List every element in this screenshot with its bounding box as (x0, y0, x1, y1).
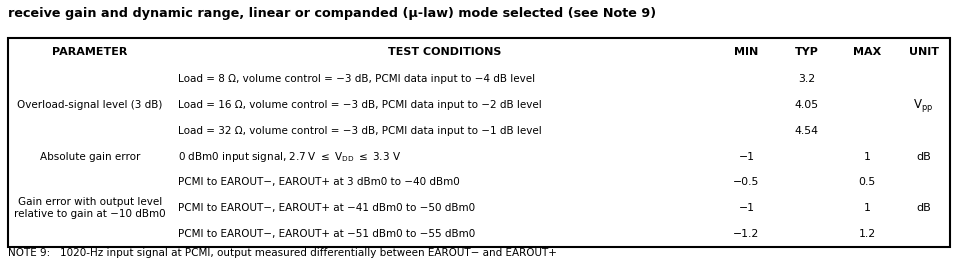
Bar (837, 38, 897, 67)
Bar (172, 144, 716, 169)
Bar (837, 144, 897, 169)
Bar (8, 169, 172, 247)
Bar (716, 118, 776, 144)
Text: 0.5: 0.5 (858, 177, 876, 187)
Text: PCMI to EAROUT−, EAROUT+ at −41 dBm0 to −50 dBm0: PCMI to EAROUT−, EAROUT+ at −41 dBm0 to … (178, 203, 476, 213)
Text: Overload-signal level (3 dB): Overload-signal level (3 dB) (18, 100, 162, 110)
Bar (776, 169, 837, 195)
Bar (837, 169, 897, 195)
Text: dB: dB (917, 152, 931, 162)
Text: UNIT: UNIT (909, 47, 939, 57)
Bar (8, 67, 172, 144)
Bar (716, 221, 776, 247)
Text: 0 dBm0 input signal, 2.7 V $\leq$ V$_{\mathregular{DD}}$ $\leq$ 3.3 V: 0 dBm0 input signal, 2.7 V $\leq$ V$_{\m… (178, 150, 402, 164)
Bar (172, 221, 716, 247)
Bar (172, 67, 716, 92)
Bar (837, 67, 897, 92)
Text: 3.2: 3.2 (798, 74, 815, 84)
Bar (716, 38, 776, 67)
Text: Absolute gain error: Absolute gain error (40, 152, 140, 162)
Text: PCMI to EAROUT−, EAROUT+ at 3 dBm0 to −40 dBm0: PCMI to EAROUT−, EAROUT+ at 3 dBm0 to −4… (178, 177, 460, 187)
Text: NOTE 9:   1020-Hz input signal at PCMI, output measured differentially between E: NOTE 9: 1020-Hz input signal at PCMI, ou… (8, 248, 557, 258)
Bar (837, 92, 897, 118)
Bar (776, 195, 837, 221)
Bar (776, 38, 837, 67)
Text: Load = 32 Ω, volume control = −3 dB, PCMI data input to −1 dB level: Load = 32 Ω, volume control = −3 dB, PCM… (178, 126, 542, 136)
Text: MIN: MIN (735, 47, 759, 57)
Text: MAX: MAX (853, 47, 882, 57)
Bar (837, 195, 897, 221)
Bar (716, 169, 776, 195)
Text: TYP: TYP (795, 47, 818, 57)
Text: TEST CONDITIONS: TEST CONDITIONS (387, 47, 501, 57)
Bar (172, 92, 716, 118)
Text: 1: 1 (864, 152, 871, 162)
Text: Load = 16 Ω, volume control = −3 dB, PCMI data input to −2 dB level: Load = 16 Ω, volume control = −3 dB, PCM… (178, 100, 542, 110)
Bar (716, 195, 776, 221)
Text: 1.2: 1.2 (858, 229, 876, 239)
Bar (776, 67, 837, 92)
Bar (897, 38, 950, 67)
Text: dB: dB (917, 203, 931, 213)
Text: −1: −1 (739, 152, 754, 162)
Text: 4.05: 4.05 (795, 100, 819, 110)
Text: −1.2: −1.2 (734, 229, 760, 239)
Text: −1: −1 (739, 203, 754, 213)
Bar (776, 92, 837, 118)
Bar (776, 144, 837, 169)
Bar (172, 169, 716, 195)
Bar (172, 118, 716, 144)
Bar (837, 118, 897, 144)
Bar (8, 144, 172, 169)
Bar (172, 195, 716, 221)
Bar (716, 144, 776, 169)
Text: 4.54: 4.54 (795, 126, 818, 136)
Bar (8, 38, 950, 247)
Text: V$_{\mathregular{pp}}$: V$_{\mathregular{pp}}$ (914, 97, 934, 114)
Bar (897, 67, 950, 144)
Text: Gain error with output level
relative to gain at −10 dBm0: Gain error with output level relative to… (15, 197, 166, 219)
Bar (897, 144, 950, 169)
Bar (8, 38, 950, 247)
Text: Load = 8 Ω, volume control = −3 dB, PCMI data input to −4 dB level: Load = 8 Ω, volume control = −3 dB, PCMI… (178, 74, 535, 84)
Bar (776, 118, 837, 144)
Bar (837, 221, 897, 247)
Bar (716, 67, 776, 92)
Bar (776, 221, 837, 247)
Text: receive gain and dynamic range, linear or companded (μ-law) mode selected (see N: receive gain and dynamic range, linear o… (8, 7, 656, 20)
Bar (716, 92, 776, 118)
Text: PCMI to EAROUT−, EAROUT+ at −51 dBm0 to −55 dBm0: PCMI to EAROUT−, EAROUT+ at −51 dBm0 to … (178, 229, 476, 239)
Text: PARAMETER: PARAMETER (53, 47, 127, 57)
Text: 1: 1 (864, 203, 871, 213)
Bar (897, 169, 950, 247)
Text: −0.5: −0.5 (734, 177, 760, 187)
Bar (172, 38, 716, 67)
Bar (8, 38, 172, 67)
